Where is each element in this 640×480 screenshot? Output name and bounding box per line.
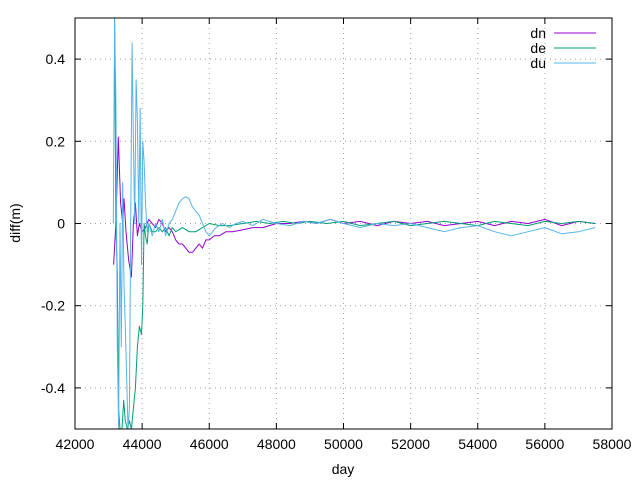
axis-ticks <box>74 18 613 429</box>
x-tick-label: 50000 <box>324 436 363 452</box>
legend-label-du: du <box>530 55 546 71</box>
y-tick-label: 0 <box>57 216 65 232</box>
series-line-de <box>114 18 596 429</box>
y-tick-label: 0.2 <box>46 133 66 149</box>
legend-label-dn: dn <box>530 25 546 41</box>
x-tick-label: 58000 <box>593 436 632 452</box>
x-tick-label: 48000 <box>257 436 296 452</box>
series-line-du <box>112 18 596 429</box>
x-tick-label: 54000 <box>458 436 497 452</box>
x-axis-label: day <box>332 461 355 477</box>
y-tick-label: 0.4 <box>46 51 66 67</box>
x-tick-label: 46000 <box>190 436 229 452</box>
tick-labels: 42000 44000 46000 48000 50000 52000 54000 56000… <box>41 51 632 452</box>
legend-label-de: de <box>530 40 546 56</box>
y-tick-label: -0.2 <box>41 298 65 314</box>
x-tick-label: 56000 <box>525 436 564 452</box>
y-axis-label: diff(m) <box>7 203 23 242</box>
x-tick-label: 42000 <box>56 436 95 452</box>
x-tick-label: 44000 <box>123 436 162 452</box>
series-layer <box>112 18 596 429</box>
series-line-dn <box>113 136 596 278</box>
x-tick-label: 52000 <box>391 436 430 452</box>
y-tick-label: -0.4 <box>41 380 65 396</box>
